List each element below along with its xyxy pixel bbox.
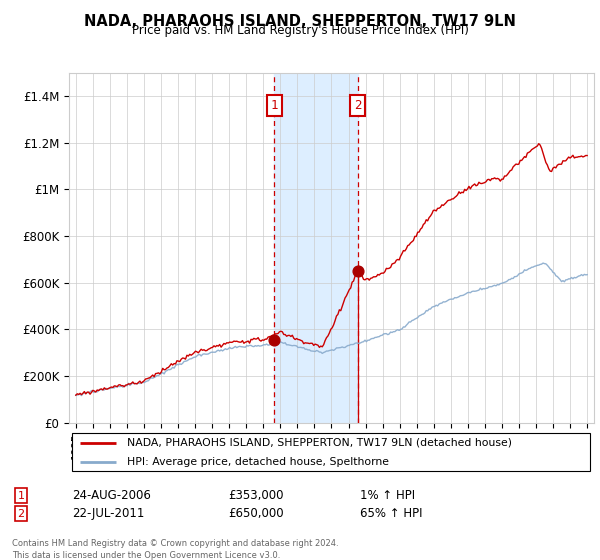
Point xyxy=(269,336,279,345)
Text: 22-JUL-2011: 22-JUL-2011 xyxy=(72,507,145,520)
Text: £353,000: £353,000 xyxy=(228,489,284,502)
Text: £650,000: £650,000 xyxy=(228,507,284,520)
Point xyxy=(353,267,363,276)
Text: NADA, PHARAOHS ISLAND, SHEPPERTON, TW17 9LN (detached house): NADA, PHARAOHS ISLAND, SHEPPERTON, TW17 … xyxy=(127,437,512,447)
Text: HPI: Average price, detached house, Spelthorne: HPI: Average price, detached house, Spel… xyxy=(127,457,389,467)
Bar xyxy=(274,73,358,423)
Text: 24-AUG-2006: 24-AUG-2006 xyxy=(72,489,151,502)
Text: Contains HM Land Registry data © Crown copyright and database right 2024.
This d: Contains HM Land Registry data © Crown c… xyxy=(12,539,338,559)
FancyBboxPatch shape xyxy=(71,433,590,471)
Text: 1: 1 xyxy=(17,491,25,501)
Text: Price paid vs. HM Land Registry's House Price Index (HPI): Price paid vs. HM Land Registry's House … xyxy=(131,24,469,38)
Text: 2: 2 xyxy=(17,508,25,519)
Text: 1% ↑ HPI: 1% ↑ HPI xyxy=(360,489,415,502)
Text: 1: 1 xyxy=(271,99,278,112)
Text: 65% ↑ HPI: 65% ↑ HPI xyxy=(360,507,422,520)
Text: NADA, PHARAOHS ISLAND, SHEPPERTON, TW17 9LN: NADA, PHARAOHS ISLAND, SHEPPERTON, TW17 … xyxy=(84,14,516,29)
Text: 2: 2 xyxy=(354,99,362,112)
